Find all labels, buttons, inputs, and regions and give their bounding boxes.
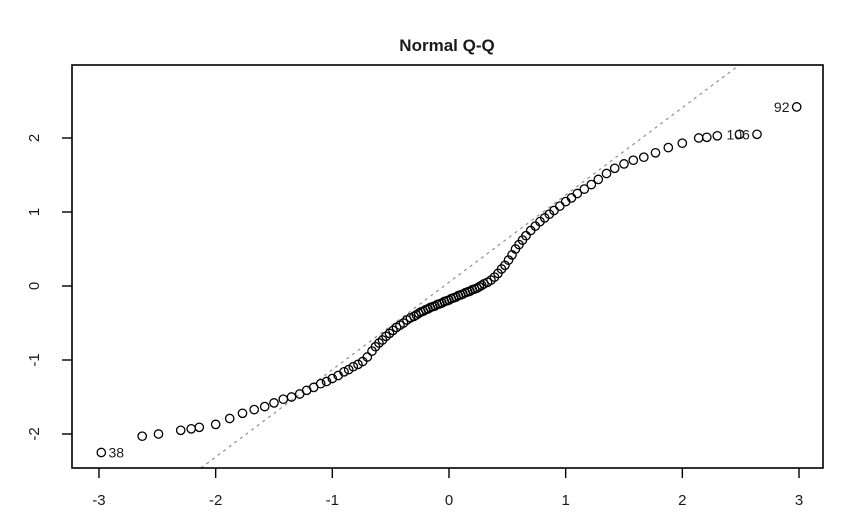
y-tick-label: 2 xyxy=(26,134,43,142)
data-point xyxy=(224,413,235,424)
data-point xyxy=(348,361,359,372)
data-point xyxy=(712,130,723,141)
y-axis-ticks: -2 -1 0 1 2 xyxy=(26,134,72,441)
data-point xyxy=(249,404,260,415)
data-point xyxy=(734,129,745,140)
data-point xyxy=(474,281,485,292)
data-point xyxy=(472,283,482,294)
data-point xyxy=(693,133,704,143)
data-point xyxy=(572,188,583,199)
data-point xyxy=(409,311,419,322)
data-point xyxy=(186,423,197,434)
data-point xyxy=(137,431,148,442)
y-tick-label: -1 xyxy=(26,353,43,366)
data-point xyxy=(327,373,338,384)
x-tick-label: -1 xyxy=(326,492,339,509)
data-point xyxy=(593,174,604,185)
data-point xyxy=(663,142,674,153)
x-tick-label: -3 xyxy=(92,492,105,509)
data-point xyxy=(278,394,289,405)
x-axis-ticks: -3 -2 -1 0 1 2 3 xyxy=(92,468,803,509)
data-point xyxy=(339,366,349,377)
data-point xyxy=(286,392,297,402)
data-point xyxy=(210,419,221,430)
data-point xyxy=(579,184,590,194)
data-point xyxy=(650,147,661,158)
data-point xyxy=(315,378,326,389)
data-point xyxy=(237,408,248,419)
data-point xyxy=(609,163,620,174)
outlier-label: 38 xyxy=(109,445,125,461)
data-points xyxy=(137,129,745,442)
reference-line xyxy=(200,64,741,469)
data-point xyxy=(619,159,629,169)
data-point xyxy=(586,179,597,190)
y-tick-label: 1 xyxy=(26,208,43,216)
data-point xyxy=(638,152,649,163)
data-point xyxy=(362,352,373,362)
outlier-point xyxy=(791,102,802,112)
x-tick-label: -2 xyxy=(209,492,222,509)
data-point xyxy=(628,155,639,166)
outlier-point xyxy=(752,129,762,140)
outlier-point xyxy=(96,447,107,458)
data-point xyxy=(476,280,487,291)
x-tick-label: 2 xyxy=(678,492,686,509)
data-point xyxy=(321,376,332,387)
y-tick-label: 0 xyxy=(26,282,43,290)
data-point xyxy=(353,359,363,370)
data-point xyxy=(601,168,612,179)
x-tick-label: 1 xyxy=(561,492,569,509)
y-tick-label: -2 xyxy=(26,427,43,440)
data-point xyxy=(194,422,205,433)
data-point xyxy=(175,425,186,436)
data-point xyxy=(259,401,270,412)
data-point xyxy=(153,429,164,439)
data-point xyxy=(701,132,712,143)
plot-title: Normal Q-Q xyxy=(399,36,494,55)
data-point xyxy=(677,138,688,149)
plot-box xyxy=(71,64,824,469)
data-point xyxy=(554,201,565,211)
outlier-label: 106 xyxy=(726,126,750,142)
data-point xyxy=(269,398,279,408)
x-tick-label: 0 xyxy=(445,492,453,509)
labeled-outlier-points: 38 106 92 xyxy=(96,99,802,461)
outlier-label: 92 xyxy=(774,99,790,115)
x-tick-label: 3 xyxy=(795,492,803,509)
